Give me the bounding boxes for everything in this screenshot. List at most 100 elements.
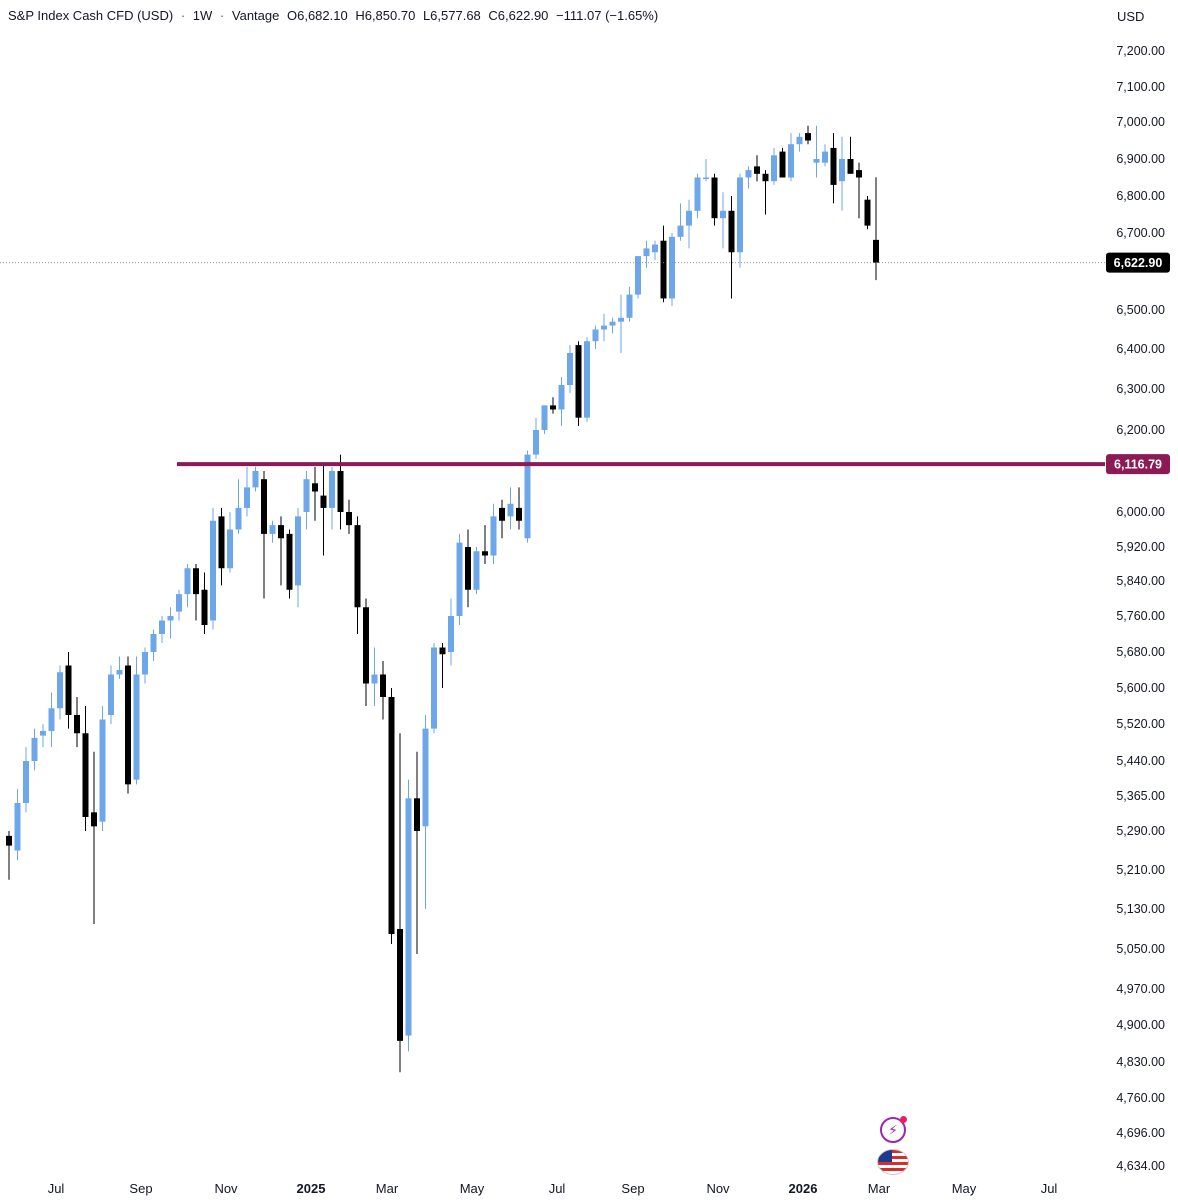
candle-body [125, 665, 131, 785]
open-value: O6,682.10 [286, 8, 348, 23]
candle-body [473, 551, 480, 590]
candle [499, 499, 505, 539]
candle-body [499, 507, 505, 521]
candle-body [218, 516, 225, 569]
candle-body [643, 248, 650, 257]
candle [694, 173, 701, 219]
candle [686, 199, 692, 249]
currency-label[interactable]: USD [1117, 9, 1145, 24]
candle [856, 162, 862, 219]
candle [626, 286, 633, 322]
candle [405, 779, 412, 1052]
candle-body [261, 479, 267, 534]
candle-body [788, 144, 794, 178]
price-tick-label: 7,100.00 [1116, 80, 1165, 94]
candle-body [295, 516, 301, 586]
last-price-tag-bg [1106, 252, 1170, 273]
candle-body [558, 385, 565, 410]
us-flag-icon[interactable] [877, 1149, 909, 1175]
symbol-name[interactable]: S&P Index Cash CFD (USD) [8, 8, 174, 23]
candle [31, 728, 38, 771]
price-tick-label: 5,920.00 [1116, 540, 1165, 554]
candle-body [159, 620, 165, 634]
candle [210, 507, 216, 630]
change-value: −111.07 (−1.65%) [556, 8, 659, 23]
separator: · [219, 8, 225, 23]
candle [609, 317, 616, 334]
candle [703, 159, 709, 182]
candle-body [456, 542, 463, 616]
candle-body [822, 151, 828, 163]
candle-body [592, 329, 599, 342]
candle [57, 665, 63, 720]
flag-canton [878, 1150, 892, 1162]
price-tick-label: 4,970.00 [1116, 982, 1165, 996]
price-tick-label: 4,830.00 [1116, 1055, 1165, 1069]
candle [48, 692, 55, 748]
candle-body [116, 670, 123, 675]
candle [167, 607, 174, 639]
candle-body [14, 803, 21, 851]
price-tick-label: 7,200.00 [1116, 44, 1165, 58]
candle-body [40, 730, 46, 736]
candle [6, 831, 12, 880]
price-tick-label: 5,365.00 [1116, 789, 1165, 803]
price-tick-label: 5,050.00 [1116, 942, 1165, 956]
price-tick-label: 6,900.00 [1116, 152, 1165, 166]
candle-body [805, 133, 811, 141]
candle-body [796, 136, 803, 145]
time-tick-label: Sep [129, 1181, 152, 1196]
candle-body [626, 294, 633, 318]
candle [278, 516, 284, 586]
time-tick-label: May [460, 1181, 485, 1196]
candle [65, 652, 72, 729]
candle-body [227, 529, 233, 569]
candle-body [507, 503, 514, 517]
candle [337, 454, 344, 530]
candle [456, 533, 463, 625]
candle [82, 706, 89, 831]
candle-body [541, 405, 548, 430]
candle [371, 647, 378, 706]
interval-label[interactable]: 1W [192, 8, 213, 23]
candle [847, 136, 854, 174]
candle-body [210, 520, 216, 621]
candle [830, 133, 837, 204]
price-tick-label: 6,200.00 [1116, 423, 1165, 437]
price-axis: 7,200.00 7,100.00 7,000.00 6,900.00 6,800.00… [1106, 44, 1170, 1173]
price-tick-label: 6,800.00 [1116, 189, 1165, 203]
candle-body [108, 674, 114, 715]
candle-body [252, 471, 259, 488]
candle-body [448, 616, 454, 652]
candle-body [677, 225, 684, 237]
candle [482, 525, 488, 564]
candle [108, 665, 114, 724]
time-tick-label: Sep [621, 1181, 644, 1196]
price-tick-label: 5,840.00 [1116, 574, 1165, 588]
candle-body [74, 715, 80, 734]
candle-body [864, 199, 871, 226]
candle [448, 598, 454, 666]
price-tick-label: 4,634.00 [1116, 1159, 1165, 1173]
separator: · [180, 8, 186, 23]
bolt-icon[interactable]: ⚡ [880, 1116, 907, 1143]
candle-body [635, 256, 641, 295]
candle [796, 133, 803, 152]
price-tick-label: 6,500.00 [1116, 303, 1165, 317]
candle-body [244, 487, 250, 508]
candle [754, 155, 760, 182]
candle-body [320, 495, 327, 508]
candle [490, 503, 497, 564]
candle-body [856, 170, 862, 178]
price-tick-label: 5,290.00 [1116, 824, 1165, 838]
candle-body [737, 177, 743, 253]
hline-price-tag: 6,116.79 [1106, 454, 1170, 475]
candle-body [414, 798, 420, 831]
price-tick-label: 5,680.00 [1116, 645, 1165, 659]
candle-body [303, 479, 310, 512]
candle-body [329, 471, 335, 508]
candle [23, 747, 29, 813]
time-tick-label: Jul [549, 1181, 566, 1196]
candle-body [99, 719, 106, 822]
